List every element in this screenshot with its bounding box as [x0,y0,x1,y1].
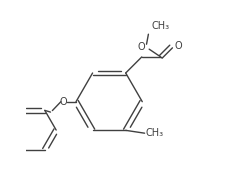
Text: O: O [138,41,146,51]
Text: O: O [60,97,67,107]
Text: O: O [174,41,182,50]
Text: CH₃: CH₃ [146,128,164,138]
Text: CH₃: CH₃ [152,21,170,31]
